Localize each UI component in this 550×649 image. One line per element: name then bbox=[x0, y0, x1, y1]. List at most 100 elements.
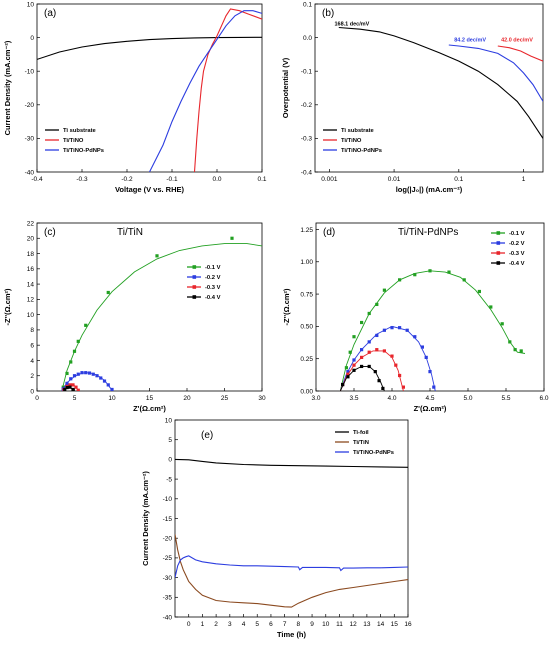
data-point bbox=[352, 335, 356, 339]
y-tick-label: -20 bbox=[25, 102, 35, 109]
y-tick-label: -25 bbox=[163, 555, 173, 562]
plot-area bbox=[338, 26, 543, 139]
x-tick-label: 6.0 bbox=[539, 395, 548, 402]
data-point bbox=[477, 289, 481, 294]
data-point bbox=[84, 371, 88, 375]
x-tick-label: 4.0 bbox=[387, 395, 396, 402]
data-point bbox=[398, 326, 402, 330]
x-axis-label: Z'(Ω.cm²) bbox=[414, 404, 447, 413]
legend-label: Ti/TiNO bbox=[341, 138, 362, 144]
series-line bbox=[175, 458, 408, 468]
y-tick-label: -0.4 bbox=[301, 169, 313, 176]
legend-label: Ti/TiN bbox=[353, 440, 369, 446]
legend-label: Ti/TiNO-PdNPs bbox=[63, 148, 104, 154]
x-tick-label: 5 bbox=[73, 395, 77, 402]
y-tick-label: -30 bbox=[163, 575, 173, 582]
series-line bbox=[37, 36, 262, 60]
x-tick-label: 10 bbox=[108, 395, 116, 402]
x-tick-label: 1 bbox=[201, 621, 205, 628]
x-tick-label: 0 bbox=[35, 395, 39, 402]
data-point bbox=[65, 381, 69, 385]
data-point bbox=[76, 388, 80, 391]
series-line bbox=[338, 26, 543, 139]
x-axis-label: Z'(Ω.cm²) bbox=[133, 404, 166, 413]
legend-label: -0.4 V bbox=[205, 295, 221, 301]
data-point bbox=[390, 326, 394, 330]
x-tick-label: -0.1 bbox=[166, 176, 178, 183]
y-tick-label: 16 bbox=[27, 266, 35, 273]
chart-panel-b: 0.001 0.01 0.1 1 -0.4 -0.3 -0.2 -0.1 0.0 0.1 log(|… bbox=[281, 1, 544, 194]
x-tick-label: 16 bbox=[404, 621, 412, 628]
data-point bbox=[500, 322, 504, 326]
data-point bbox=[68, 383, 72, 387]
data-point bbox=[99, 376, 103, 380]
data-point bbox=[382, 288, 386, 292]
data-point bbox=[110, 387, 114, 391]
data-point bbox=[102, 379, 107, 383]
data-point bbox=[72, 374, 77, 378]
data-point bbox=[91, 372, 95, 376]
panel-label: (e) bbox=[201, 430, 213, 441]
data-point bbox=[72, 349, 77, 353]
data-point bbox=[428, 370, 432, 374]
x-tick-label: 12 bbox=[350, 621, 358, 628]
legend-marker bbox=[496, 241, 501, 245]
data-point bbox=[398, 373, 402, 378]
data-point bbox=[76, 372, 80, 376]
data-point bbox=[87, 371, 92, 375]
data-point bbox=[367, 364, 371, 369]
legend-label: Ti/TiNO-PdNPs bbox=[353, 450, 394, 456]
data-point bbox=[360, 355, 364, 359]
fit-curve bbox=[339, 270, 526, 391]
data-point bbox=[382, 349, 386, 353]
data-point bbox=[155, 254, 159, 258]
x-tick-label: 15 bbox=[391, 621, 399, 628]
x-tick-label: 5 bbox=[255, 621, 259, 628]
data-point bbox=[373, 370, 377, 374]
data-point bbox=[513, 348, 517, 352]
x-tick-label: 2 bbox=[214, 621, 218, 628]
annotation: 42.0 dec/mV bbox=[501, 38, 533, 44]
series-line bbox=[175, 534, 408, 608]
y-tick-label: 0.00 bbox=[300, 388, 313, 395]
y-axis-label: Current Density (mA.cm⁻²) bbox=[3, 40, 12, 135]
legend-marker bbox=[496, 231, 501, 235]
y-axis-label: -Z''(Ω.cm²) bbox=[3, 288, 12, 326]
plot-frame bbox=[36, 222, 263, 392]
data-point bbox=[346, 370, 350, 374]
data-point bbox=[348, 350, 352, 354]
data-point bbox=[346, 375, 350, 379]
data-point bbox=[230, 236, 234, 240]
legend-marker bbox=[496, 261, 501, 265]
data-point bbox=[508, 340, 512, 344]
legend-marker bbox=[192, 265, 197, 269]
data-point bbox=[413, 335, 417, 339]
y-tick-label: 14 bbox=[27, 281, 35, 288]
y-tick-label: 0.75 bbox=[300, 291, 313, 298]
data-point bbox=[401, 385, 405, 389]
chart-title: Ti/TiN bbox=[117, 227, 143, 238]
data-point bbox=[341, 382, 345, 387]
data-point bbox=[63, 387, 67, 391]
y-tick-label: 4 bbox=[30, 358, 34, 365]
plot-area bbox=[175, 458, 408, 608]
data-point bbox=[352, 368, 356, 372]
data-point bbox=[413, 273, 417, 277]
data-point bbox=[76, 339, 80, 343]
y-axis-label: Overpotential (V) bbox=[281, 57, 290, 118]
x-tick-label: 0.1 bbox=[257, 176, 266, 183]
data-point bbox=[428, 269, 432, 273]
legend-marker bbox=[192, 275, 197, 279]
data-point bbox=[405, 328, 409, 332]
x-tick-label: -0.4 bbox=[31, 176, 43, 183]
panel-label: (a) bbox=[44, 8, 56, 19]
y-tick-label: 18 bbox=[27, 251, 35, 258]
annotation: 168.1 dec/mV bbox=[334, 22, 369, 28]
x-axis-label: Voltage (V vs. RHE) bbox=[115, 185, 185, 194]
y-tick-label: 0 bbox=[168, 457, 172, 464]
data-point bbox=[381, 386, 385, 391]
x-tick-label: 5.0 bbox=[463, 395, 472, 402]
chart-title: Ti/TiN-PdNPs bbox=[398, 227, 458, 238]
x-tick-label: 0.0 bbox=[212, 176, 221, 183]
data-point bbox=[367, 340, 371, 344]
